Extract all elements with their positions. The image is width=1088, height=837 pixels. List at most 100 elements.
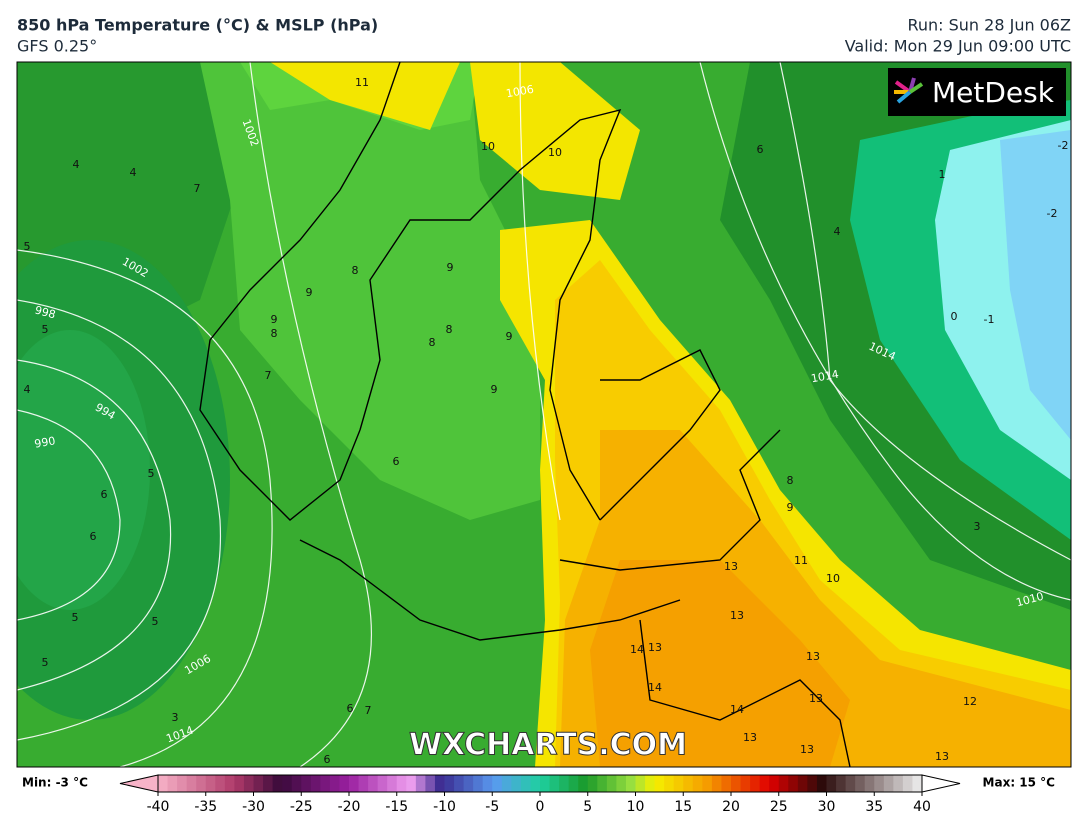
temperature-label: 7: [265, 369, 272, 382]
colorbar-cell: [196, 775, 207, 792]
colorbar-cell: [692, 775, 703, 792]
colorbar-cell: [463, 775, 474, 792]
colorbar-cell: [215, 775, 226, 792]
temperature-label: 9: [306, 286, 313, 299]
colorbar-cell: [788, 775, 799, 792]
colorbar-cell: [740, 775, 751, 792]
colorbar-tick-label: 25: [770, 799, 788, 815]
colorbar-tick-label: 15: [674, 799, 692, 815]
temperature-label: -1: [984, 313, 995, 326]
temperature-label: 8: [271, 327, 278, 340]
colorbar-cell: [329, 775, 340, 792]
colorbar-cell: [664, 775, 675, 792]
isobar-label: 990: [33, 434, 56, 450]
colorbar-cell: [778, 775, 789, 792]
temperature-label: 6: [90, 530, 97, 543]
colorbar-cell: [177, 775, 188, 792]
colorbar-cell: [759, 775, 770, 792]
colorbar-tick-label: -30: [242, 799, 265, 815]
colorbar-cell: [387, 775, 398, 792]
colorbar-cell: [406, 775, 417, 792]
colorbar-cell: [415, 775, 426, 792]
colorbar-tick-label: -35: [194, 799, 217, 815]
colorbar-cell: [731, 775, 742, 792]
temperature-label: 13: [743, 731, 757, 744]
colorbar-cell: [559, 775, 570, 792]
temperature-label: 5: [152, 615, 159, 628]
model: GFS 0.25°: [17, 37, 97, 56]
colorbar-cell: [301, 775, 312, 792]
colorbar-cell: [635, 775, 646, 792]
colorbar-cell: [606, 775, 617, 792]
colorbar-cell: [702, 775, 713, 792]
temperature-label: 10: [826, 572, 840, 585]
colorbar-tick-label: -5: [485, 799, 499, 815]
temperature-label: 1: [939, 168, 946, 181]
colorbar-cell: [578, 775, 589, 792]
temperature-label: 6: [101, 488, 108, 501]
temperature-label: 9: [787, 501, 794, 514]
temperature-label: 8: [352, 264, 359, 277]
temperature-label: 12: [963, 695, 977, 708]
colorbar-cell: [492, 775, 503, 792]
colorbar-cell: [902, 775, 913, 792]
temperature-label: 6: [757, 143, 764, 156]
colorbar-cell: [540, 775, 551, 792]
colorbar-cell: [912, 775, 923, 792]
temperature-label: 5: [42, 656, 49, 669]
max-label: Max: 15 °C: [983, 776, 1056, 790]
colorbar-cell: [645, 775, 656, 792]
colorbar-cell: [167, 775, 178, 792]
temperature-label: 6: [324, 753, 331, 766]
temperature-label: 9: [271, 313, 278, 326]
watermark: WXCHARTS.COM: [409, 728, 687, 763]
temperature-label: 5: [148, 467, 155, 480]
temperature-label: 6: [393, 455, 400, 468]
isobar-label: 1006: [505, 83, 535, 101]
colorbar-cell: [530, 775, 541, 792]
colorbar-cell: [883, 775, 894, 792]
temperature-label: 5: [24, 240, 31, 253]
colorbar-cell: [750, 775, 761, 792]
colorbar-cell: [396, 775, 407, 792]
temperature-label: 8: [446, 323, 453, 336]
colorbar-cell: [282, 775, 293, 792]
colorbar-cell: [482, 775, 493, 792]
colorbar-tick-label: -40: [147, 799, 170, 815]
temperature-label: 10: [548, 146, 562, 159]
colorbar: -40 -35 -30 -25 -20 -15 -10 -5 0 5 10 15 20 25 30 35 40: [119, 774, 961, 815]
colorbar-cell: [263, 775, 274, 792]
colorbar-cell: [845, 775, 856, 792]
colorbar-cell: [454, 775, 465, 792]
colorbar-cell: [520, 775, 531, 792]
colorbar-cell: [339, 775, 350, 792]
colorbar-cell: [673, 775, 684, 792]
colorbar-tick-label: 20: [722, 799, 740, 815]
temperature-label: 13: [806, 650, 820, 663]
temperature-label: 10: [481, 140, 495, 153]
temperature-label: 0: [951, 310, 958, 323]
colorbar-cell: [473, 775, 484, 792]
temperature-label: 4: [130, 166, 137, 179]
colorbar-cell: [243, 775, 254, 792]
map: 1002100299899499010061014101410141010100…: [17, 62, 1071, 767]
colorbar-tick-label: 40: [913, 799, 931, 815]
temperature-label: 7: [194, 182, 201, 195]
temperature-label: -2: [1058, 139, 1069, 152]
logo-icon: [894, 77, 924, 104]
colorbar-cell: [893, 775, 904, 792]
colorbar-tick-label: 5: [583, 799, 592, 815]
logo-box: [888, 68, 1066, 116]
colorbar-cell: [836, 775, 847, 792]
colorbar-tick-label: 10: [627, 799, 645, 815]
isobar-label: 1014: [810, 368, 840, 386]
colorbar-cell: [310, 775, 321, 792]
colorbar-cell: [158, 775, 169, 792]
colorbar-cell: [320, 775, 331, 792]
colorbar-high-arrow: [921, 774, 961, 793]
colorbar-tick-label: 0: [536, 799, 545, 815]
colorbar-cell: [205, 775, 216, 792]
colorbar-cell: [597, 775, 608, 792]
colorbar-cell: [568, 775, 579, 792]
colorbar-cell: [864, 775, 875, 792]
